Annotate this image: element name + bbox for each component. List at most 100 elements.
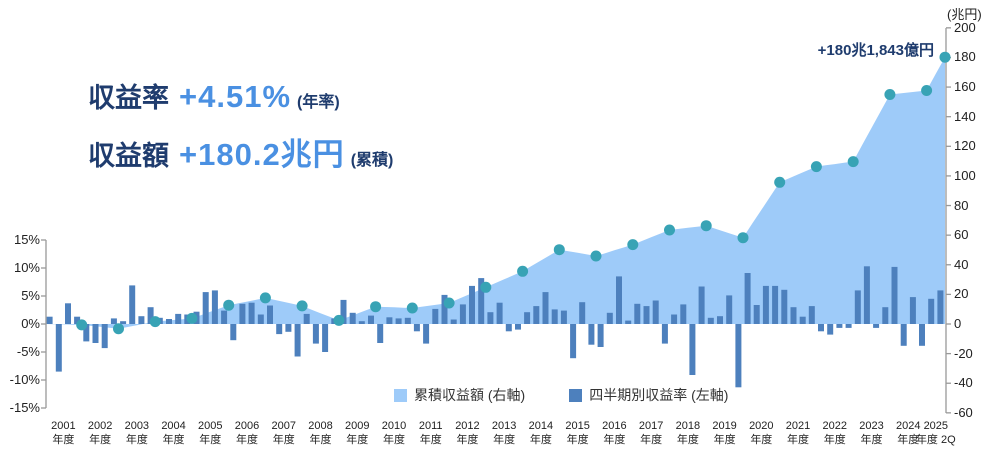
quarter-bar <box>303 313 310 324</box>
right-axis-tick-label: 60 <box>954 227 969 243</box>
fy-end-dot <box>939 51 951 63</box>
fy-end-dot <box>774 176 786 188</box>
left-axis-tick-label: 5% <box>21 288 40 303</box>
right-axis-tick-label: -40 <box>954 375 973 391</box>
legend: 累積収益額 (右軸) 四半期別収益率 (左軸) <box>394 385 728 405</box>
quarter-bar <box>83 324 90 342</box>
fy-end-dot <box>700 220 712 232</box>
fy-end-dot <box>810 161 822 173</box>
fy-end-dot <box>223 299 235 311</box>
quarter-bar <box>570 324 577 359</box>
quarter-bar <box>661 324 668 344</box>
quarter-bar <box>790 307 797 324</box>
quarter-bar <box>744 273 751 324</box>
right-axis-tick-label: 100 <box>954 167 976 183</box>
quarter-bar <box>257 314 264 324</box>
quarter-bar <box>762 285 769 324</box>
quarter-bar <box>551 309 558 324</box>
quarter-bar <box>294 324 301 357</box>
fy-end-dot <box>370 301 382 313</box>
quarter-bar <box>818 324 824 332</box>
x-axis-label-2008: 2008 年度 <box>308 420 333 446</box>
quarter-bar <box>276 324 283 335</box>
right-axis-tick-label: 120 <box>954 138 976 154</box>
fy-end-dot <box>333 314 345 326</box>
quarter-bar <box>909 297 916 324</box>
fy-end-dot <box>113 323 124 335</box>
right-axis-tick-label: -60 <box>954 404 973 420</box>
quarter-bar <box>937 290 944 324</box>
legend-item-cumulative: 累積収益額 (右軸) <box>394 385 525 405</box>
quarter-bar <box>175 313 182 324</box>
quarter-bar <box>873 324 880 328</box>
quarter-bar <box>772 285 779 324</box>
right-axis-tick-label: 200 <box>954 19 976 35</box>
quarter-bar <box>606 312 613 324</box>
quarter-bar <box>92 324 99 343</box>
rate-note: (年率) <box>297 94 340 111</box>
quarter-bar <box>221 310 228 324</box>
fy-end-dot <box>590 250 602 262</box>
fy-end-dot <box>406 302 418 314</box>
quarter-bar <box>349 312 356 324</box>
x-axis-label-2019: 2019 年度 <box>712 420 737 446</box>
x-axis-label-2009: 2009 年度 <box>344 420 370 446</box>
quarter-bar <box>781 289 788 324</box>
x-axis-label-2006: 2006 年度 <box>234 420 260 446</box>
fy-end-dot <box>921 85 933 96</box>
quarter-bar <box>560 310 567 324</box>
fy-end-dot <box>847 156 859 168</box>
legend-item-quarterly: 四半期別収益率 (左軸) <box>569 385 728 405</box>
quarter-bar <box>377 324 384 343</box>
x-axis-label-2011: 2011 年度 <box>418 420 443 446</box>
quarter-bar <box>928 298 935 324</box>
fy-end-dot <box>884 89 896 100</box>
quarter-bar <box>459 304 466 324</box>
quarter-bar <box>799 316 806 324</box>
left-axis-tick-label: -10% <box>9 372 40 387</box>
cumulative-area <box>45 57 945 329</box>
year-end-dots <box>76 51 951 335</box>
latest-value-annotation: +180兆1,843億円 <box>817 42 934 59</box>
quarter-bar <box>717 316 723 324</box>
quarter-bar <box>138 316 145 324</box>
amount-value: +180.2兆円 <box>179 137 345 172</box>
quarter-bar <box>652 300 659 324</box>
x-axis-label-2005: 2005 年度 <box>198 420 223 446</box>
quarter-bar <box>836 324 843 328</box>
legend-label-cumulative: 累積収益額 (右軸) <box>414 387 526 403</box>
quarter-bar <box>827 324 834 335</box>
cumulative-area-swatch <box>394 388 407 402</box>
fy-end-dot <box>443 297 455 309</box>
right-axis-tick-label: 80 <box>954 197 969 213</box>
fy-end-dot <box>553 244 565 256</box>
fy-end-dot <box>627 239 639 251</box>
x-axis-label-2024: 2024 年度 <box>896 420 921 446</box>
quarter-bar <box>285 324 292 332</box>
fy-end-dot <box>259 292 271 304</box>
x-axis-label-2018: 2018 年度 <box>675 420 701 446</box>
x-axis-label-2002: 2002 年度 <box>87 420 113 446</box>
quarter-bar <box>340 299 347 324</box>
x-axis-label-2017: 2017 年度 <box>638 420 664 446</box>
x-axis-label-2015: 2015 年度 <box>565 420 590 446</box>
quarter-bar <box>469 285 475 324</box>
quarter-bar <box>505 324 512 332</box>
quarter-bar <box>753 305 760 324</box>
quarter-bar <box>579 302 586 324</box>
quarter-bar <box>423 324 430 344</box>
fy-end-dot <box>737 232 749 244</box>
quarter-bar <box>919 324 925 346</box>
quarterly-bars <box>46 266 944 388</box>
quarter-bar <box>854 290 861 324</box>
x-axis-label-2023: 2023 年度 <box>859 420 884 446</box>
quarter-bar <box>707 317 714 324</box>
right-axis-tick-label: 180 <box>954 49 976 65</box>
fy-end-dot <box>149 316 161 328</box>
quarter-bar <box>698 286 705 324</box>
rate-value: +4.51% <box>179 79 292 114</box>
x-axis-label-2001: 2001 年度 <box>51 420 76 446</box>
right-axis-unit-label: (兆円) <box>947 7 982 22</box>
quarter-bar <box>211 290 218 324</box>
left-axis-tick-label: -5% <box>16 344 40 359</box>
